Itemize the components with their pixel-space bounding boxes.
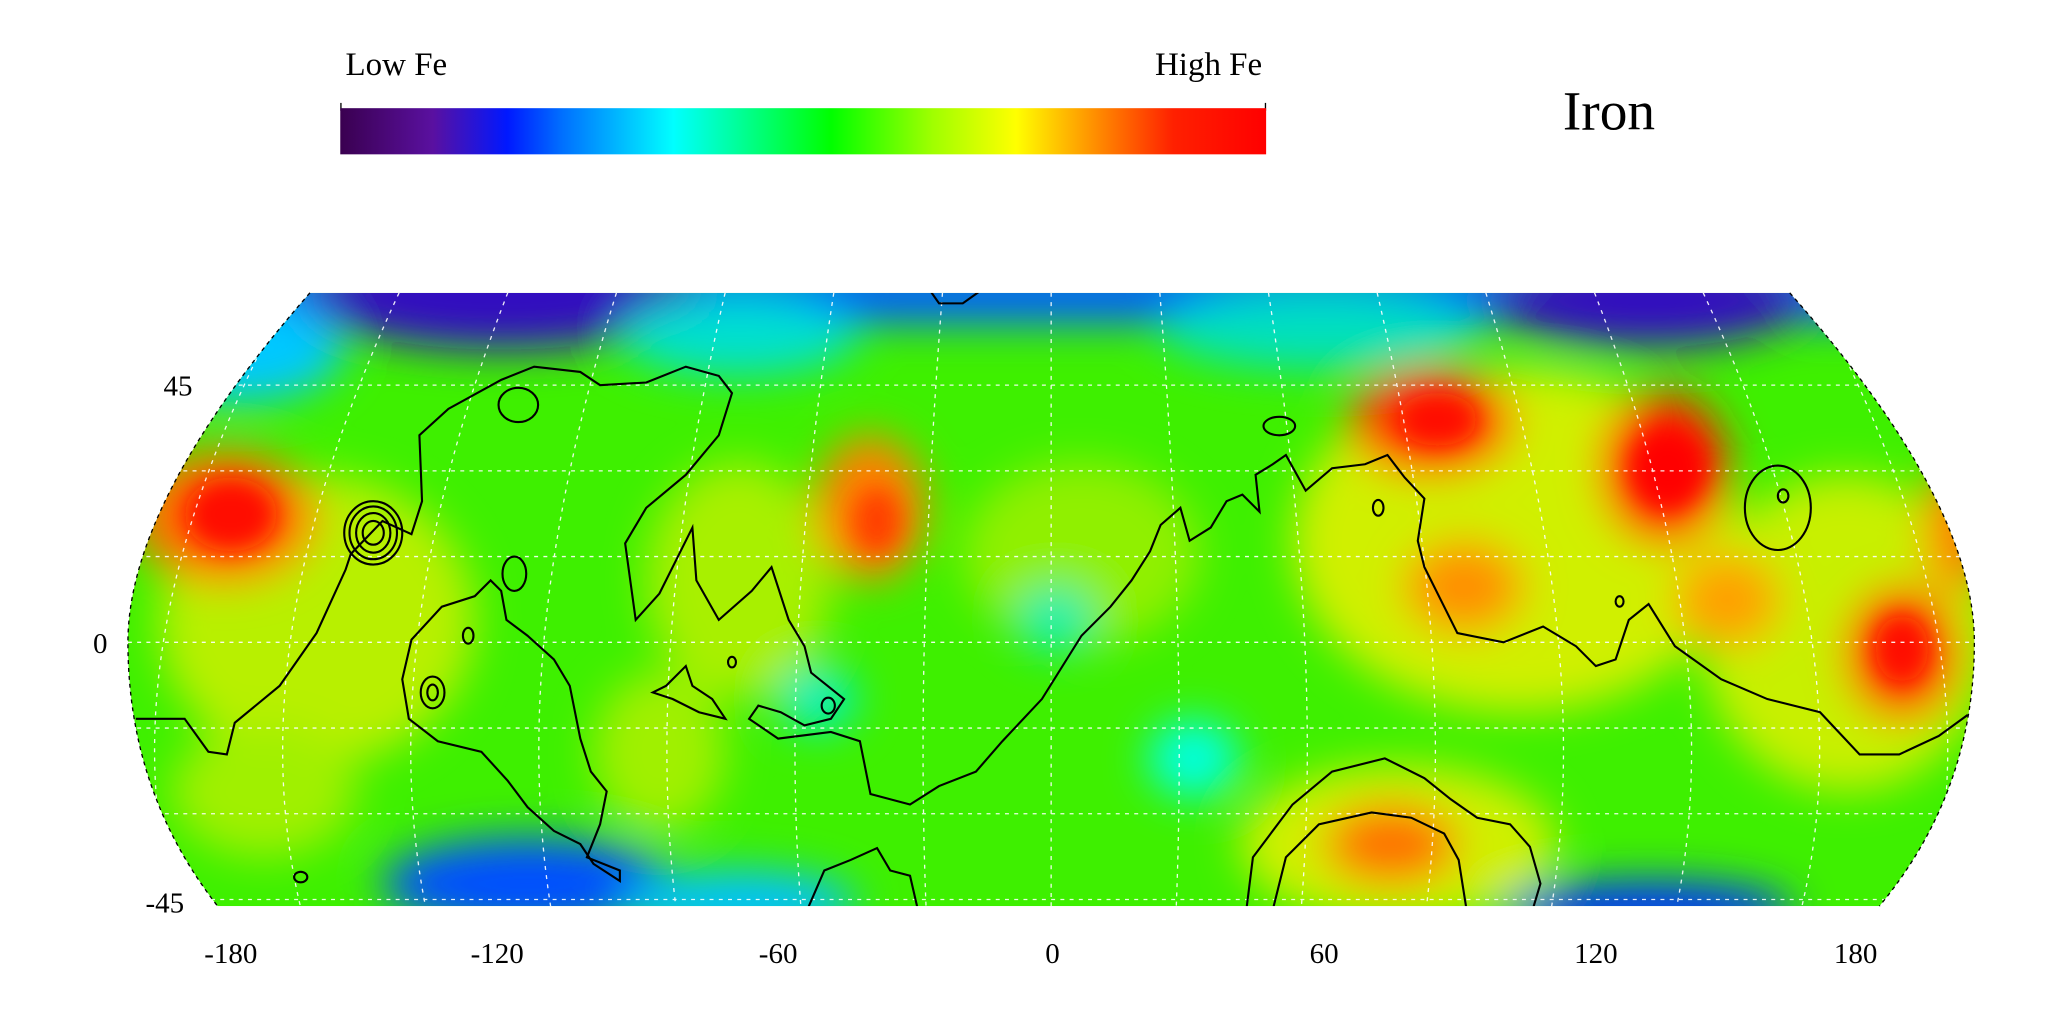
high-fe-patch (1325, 804, 1458, 884)
heat-patch (593, 672, 726, 831)
heat-field (127, 292, 1975, 907)
x-tick-label: -120 (471, 938, 524, 970)
olympus-contour (361, 519, 385, 546)
low-fe-patch (619, 870, 858, 907)
small-contour (726, 655, 737, 669)
high-fe-core (1875, 615, 1929, 682)
low-fe-patch (1490, 292, 1807, 347)
y-tick-label-0: 0 (93, 628, 108, 660)
meridian-gridline (410, 292, 509, 907)
low-fe-patch (1015, 586, 1095, 653)
x-tick-label: 120 (1574, 938, 1618, 970)
olympus-contour (343, 500, 404, 566)
x-tick-label: 0 (1045, 938, 1060, 970)
figure-title: Iron (1563, 80, 1655, 141)
small-contour (820, 696, 836, 715)
meridian-gridline (538, 292, 618, 907)
alba-contour (497, 386, 540, 424)
high-fe-core (1631, 428, 1706, 508)
dichotomy-contour (135, 365, 1969, 806)
topography-contours (135, 292, 1969, 907)
small-contour (1262, 415, 1297, 437)
meridian-gridline (1702, 292, 1821, 907)
small-contour (1371, 498, 1385, 517)
small-contour (650, 664, 728, 721)
iron-abundance-map (127, 292, 1975, 907)
meridian-gridline (1485, 292, 1565, 907)
colorbar (340, 108, 1267, 155)
meridian-gridline (1593, 292, 1693, 907)
volcano-contour (461, 626, 475, 645)
low-fe-patch (1503, 881, 1794, 907)
small-contour (1614, 595, 1625, 608)
x-tick-label: -180 (204, 938, 257, 970)
colorbar-high-label: High Fe (1155, 47, 1262, 83)
meridian-gridline (282, 292, 400, 907)
low-fe-patch (619, 296, 858, 376)
low-fe-patch (778, 666, 858, 733)
high-fe-core (853, 488, 901, 554)
high-fe-patch (1404, 540, 1524, 634)
x-tick-label: 60 (1310, 938, 1339, 970)
high-fe-patch (1925, 461, 1975, 594)
north-contour (928, 292, 982, 305)
map-boundary (127, 292, 1976, 907)
volcano-contour (419, 675, 446, 710)
high-fe-core (184, 477, 277, 552)
meridian-gridline (666, 292, 726, 907)
x-tick-label: 180 (1834, 938, 1878, 970)
high-fe-core (1398, 393, 1478, 446)
heat-patch (962, 461, 1201, 647)
x-tick-label: -60 (759, 938, 798, 970)
tharsis-contour (401, 578, 621, 883)
high-fe-patch (1674, 553, 1781, 647)
small-contour (293, 870, 309, 884)
heat-patch (646, 461, 831, 700)
olympus-contour (348, 505, 399, 561)
low-fe-patch (382, 837, 673, 907)
elysium-contour (1776, 488, 1790, 504)
y-tick-label-minus45: -45 (146, 888, 185, 920)
colorbar-low-label: Low Fe (346, 47, 448, 83)
volcano-contour (501, 555, 528, 592)
hellas-inner-contour (1271, 811, 1468, 907)
heat-cores (184, 393, 1929, 682)
olympus-contour (355, 512, 392, 554)
low-fe-patch (1160, 292, 1478, 370)
y-tick-label-45: 45 (164, 371, 193, 403)
low-fe-patch (1147, 718, 1240, 798)
argyre-contour (806, 846, 919, 907)
hellas-outer-contour (1245, 757, 1542, 907)
meridian-gridline (1376, 292, 1437, 907)
elysium-contour (1743, 464, 1812, 552)
volcano-contour (426, 683, 439, 702)
graticule (127, 292, 1975, 907)
low-fe-patch (303, 292, 700, 350)
heat-patch (171, 725, 357, 858)
